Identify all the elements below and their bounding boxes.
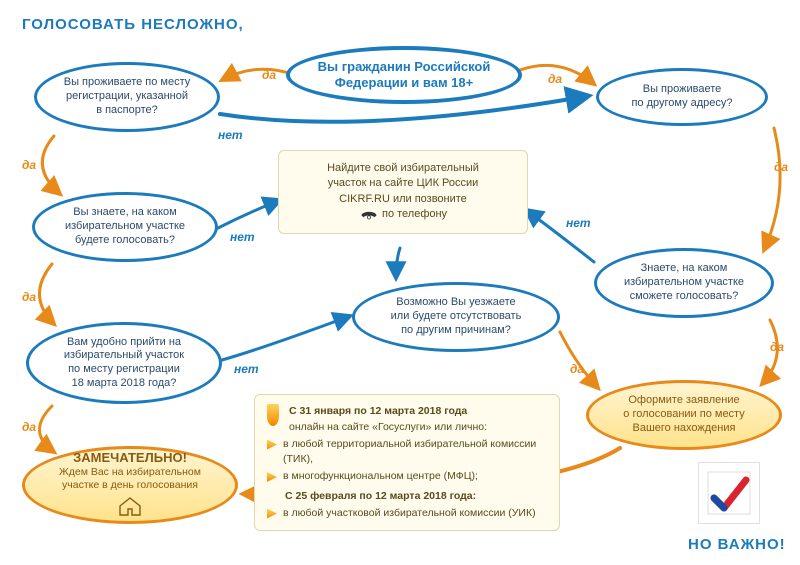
edge-label-da: да [22, 420, 36, 434]
center-line: CIKRF.RU или позвоните [293, 192, 513, 207]
node-line: или будете отсутствовать [391, 310, 522, 324]
edge-label-net: нет [230, 230, 255, 244]
footer-text: НО ВАЖНО! [688, 536, 786, 553]
exclamation-icon [267, 404, 279, 426]
edge-label-net: нет [566, 216, 591, 230]
bullet-icon [267, 472, 277, 482]
node-line: по месту регистрации [64, 363, 184, 377]
edge-label-da: да [570, 362, 584, 376]
node-action1: Оформите заявление о голосовании по мест… [586, 380, 782, 450]
node-line: избирательном участке [65, 220, 185, 234]
house-icon [118, 496, 142, 516]
info-head1: С 31 января по 12 марта 2018 года [289, 405, 467, 417]
center-line: участок на сайте ЦИК России [293, 176, 513, 191]
info-sub1: онлайн на сайте «Госуслуги» или лично: [289, 421, 487, 433]
info-item: в многофункциональном центре (МФЦ); [283, 469, 478, 485]
node-line: избирательном участке [624, 276, 744, 290]
node-line: Вашего нахождения [623, 422, 744, 436]
node-q2: Вы проживаете по другому адресу? [596, 68, 768, 126]
node-line: сможете голосовать? [624, 290, 744, 304]
edge-label-da: да [22, 290, 36, 304]
node-line: Вы гражданин Российской [318, 59, 491, 75]
node-line: в паспорте? [64, 104, 191, 118]
cik-logo [698, 462, 760, 524]
node-line: избирательный участок [64, 349, 184, 363]
bullet-icon [267, 440, 277, 450]
info-item: в любой участковой избирательной комисси… [283, 506, 536, 522]
node-line: участке в день голосования [59, 479, 201, 492]
edge-label-net: нет [234, 362, 259, 376]
node-line: Федерации и вам 18+ [318, 75, 491, 91]
edge-label-da: да [770, 340, 784, 354]
center-line: Найдите свой избирательный [293, 161, 513, 176]
node-q6: Возможно Вы уезжаете или будете отсутств… [352, 282, 560, 352]
node-q4: Знаете, на каком избирательном участке с… [594, 248, 774, 318]
node-line: по другим причинам? [391, 324, 522, 338]
node-line: Вы проживаете [631, 83, 732, 97]
page-title: ГОЛОСОВАТЬ НЕСЛОЖНО, [22, 16, 244, 33]
node-line: регистрации, указанной [64, 90, 191, 104]
info-head2: С 25 февраля по 12 марта 2018 года: [285, 489, 476, 505]
node-q3: Вы знаете, на каком избирательном участк… [32, 192, 218, 262]
node-line: о голосовании по месту [623, 408, 744, 422]
node-line: по другому адресу? [631, 97, 732, 111]
edge-label-da: да [548, 72, 562, 86]
node-line: Вам удобно прийти на [64, 336, 184, 350]
node-q1: Вы проживаете по месту регистрации, указ… [34, 62, 220, 132]
node-line: Оформите заявление [623, 394, 744, 408]
node-line: Вы знаете, на каком [65, 206, 185, 220]
node-start: Вы гражданин Российской Федерации и вам … [286, 46, 522, 104]
node-line: Знаете, на каком [624, 262, 744, 276]
info-item: в любой территориальной избирательной ко… [283, 437, 547, 469]
edge-label-da: да [262, 68, 276, 82]
edge-label-da: да [22, 158, 36, 172]
node-q5: Вам удобно прийти на избирательный участ… [26, 322, 222, 404]
center-line: по телефону [382, 208, 447, 220]
node-line: Вы проживаете по месту [64, 76, 191, 90]
edge-label-da: да [774, 160, 788, 174]
node-line: 18 марта 2018 года? [64, 377, 184, 391]
phone-icon [359, 208, 379, 220]
center-info: Найдите свой избирательный участок на са… [278, 150, 528, 234]
instruction-box: С 31 января по 12 марта 2018 года онлайн… [254, 394, 560, 531]
node-line: Ждем Вас на избирательном [59, 466, 201, 479]
edge-label-net: нет [218, 128, 243, 142]
bullet-icon [267, 509, 277, 519]
node-final: ЗАМЕЧАТЕЛЬНО! Ждем Вас на избирательном … [22, 446, 238, 524]
node-line: ЗАМЕЧАТЕЛЬНО! [59, 450, 201, 466]
node-line: будете голосовать? [65, 234, 185, 248]
node-line: Возможно Вы уезжаете [391, 296, 522, 310]
